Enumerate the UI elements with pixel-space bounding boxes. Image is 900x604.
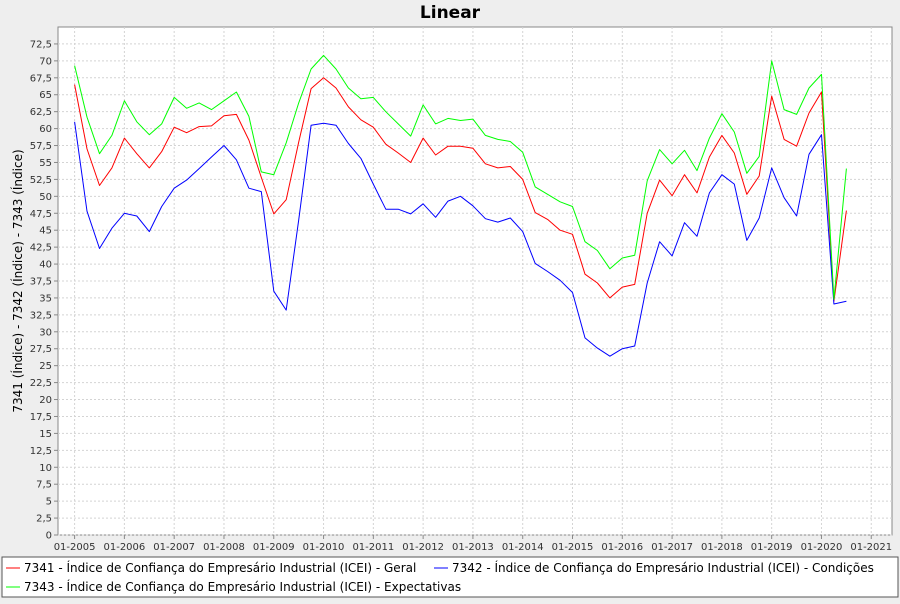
- y-tick-label: 37,5: [30, 277, 52, 288]
- x-tick-label: 01-2014: [502, 542, 544, 553]
- y-tick-label: 47,5: [30, 209, 52, 220]
- y-tick-label: 57,5: [30, 141, 52, 152]
- chart-title: Linear: [420, 3, 481, 23]
- legend-label: 7343 - Índice de Confiança do Empresário…: [24, 579, 461, 594]
- x-tick-label: 01-2007: [153, 542, 195, 553]
- x-tick-label: 01-2005: [54, 542, 96, 553]
- y-tick-label: 70: [39, 56, 52, 67]
- axes: 02,557,51012,51517,52022,52527,53032,535…: [30, 39, 892, 553]
- y-tick-label: 7,5: [36, 480, 52, 491]
- x-tick-label: 01-2019: [751, 542, 793, 553]
- legend-box: [1, 556, 899, 598]
- y-tick-label: 50: [39, 192, 52, 203]
- x-tick-label: 01-2011: [352, 542, 394, 553]
- y-axis-label: 7341 (Índice) - 7342 (Índice) - 7343 (Ín…: [10, 149, 25, 412]
- x-tick-label: 01-2020: [801, 542, 843, 553]
- y-tick-label: 32,5: [30, 310, 52, 321]
- y-tick-label: 25: [39, 361, 52, 372]
- y-tick-label: 42,5: [30, 243, 52, 254]
- y-tick-label: 52,5: [30, 175, 52, 186]
- series-line-3: [74, 54, 847, 300]
- x-tick-label: 01-2018: [701, 542, 743, 553]
- y-tick-label: 2,5: [36, 514, 52, 525]
- x-tick-label: 01-2010: [303, 542, 345, 553]
- legend: 7341 - Índice de Confiança do Empresário…: [6, 560, 874, 594]
- y-tick-label: 60: [39, 124, 52, 135]
- grid: [58, 27, 892, 536]
- y-tick-label: 10: [39, 463, 52, 474]
- y-tick-label: 72,5: [30, 39, 52, 50]
- y-tick-label: 65: [39, 90, 52, 101]
- y-tick-label: 35: [39, 293, 52, 304]
- x-tick-label: 01-2009: [253, 542, 295, 553]
- y-tick-label: 30: [39, 327, 52, 338]
- series-line-2: [74, 121, 847, 357]
- y-tick-label: 17,5: [30, 412, 52, 423]
- y-tick-label: 62,5: [30, 107, 52, 118]
- y-tick-label: 27,5: [30, 344, 52, 355]
- x-tick-label: 01-2016: [601, 542, 643, 553]
- y-tick-label: 45: [39, 226, 52, 237]
- y-tick-label: 20: [39, 395, 52, 406]
- y-tick-label: 55: [39, 158, 52, 169]
- series-lines: [74, 54, 847, 357]
- y-tick-label: 67,5: [30, 73, 52, 84]
- x-tick-label: 01-2013: [452, 542, 494, 553]
- y-tick-label: 22,5: [30, 378, 52, 389]
- y-tick-label: 12,5: [30, 446, 52, 457]
- legend-label: 7341 - Índice de Confiança do Empresário…: [24, 560, 416, 575]
- x-tick-label: 01-2006: [103, 542, 145, 553]
- legend-label: 7342 - Índice de Confiança do Empresário…: [452, 560, 874, 575]
- x-tick-label: 01-2017: [651, 542, 693, 553]
- x-tick-label: 01-2012: [402, 542, 444, 553]
- x-tick-label: 01-2015: [552, 542, 594, 553]
- y-tick-label: 15: [39, 429, 52, 440]
- y-tick-label: 5: [46, 497, 52, 508]
- x-tick-label: 01-2008: [203, 542, 245, 553]
- y-tick-label: 0: [46, 531, 52, 542]
- series-line-1: [74, 77, 847, 302]
- y-tick-label: 40: [39, 260, 52, 271]
- x-tick-label: 01-2021: [850, 542, 892, 553]
